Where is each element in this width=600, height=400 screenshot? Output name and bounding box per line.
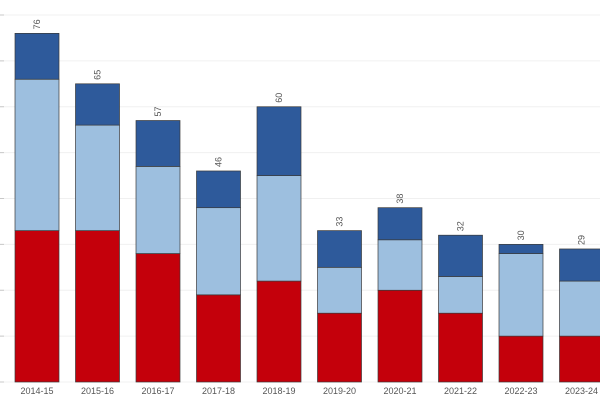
total-label: 46 (214, 157, 224, 167)
x-tick-label: 2022-23 (504, 386, 537, 396)
bar-segment-1 (498, 335, 544, 383)
bar-stack-2021-22 (438, 234, 483, 383)
total-label: 57 (153, 106, 163, 116)
bars (14, 32, 600, 383)
bar-stack-2023-24 (559, 248, 600, 383)
bar-segment-2 (498, 253, 544, 337)
total-label: 65 (93, 70, 103, 80)
bar-stack-2015-16 (75, 83, 120, 383)
x-tick-label: 2015-16 (81, 386, 114, 396)
bar-segment-3 (559, 248, 600, 282)
bar-segment-2 (438, 276, 483, 314)
bar-stack-2017-18 (196, 170, 241, 383)
bar-segment-2 (135, 166, 181, 254)
total-label: 60 (274, 93, 284, 103)
bar-segment-3 (438, 234, 483, 277)
x-tick-label: 2016-17 (141, 386, 174, 396)
bar-stack-2016-17 (135, 120, 181, 383)
total-label: 30 (516, 230, 526, 240)
bar-stack-2020-21 (377, 207, 423, 383)
bar-segment-1 (377, 289, 423, 383)
bar-segment-3 (256, 106, 302, 176)
total-label: 38 (395, 194, 405, 204)
bar-segment-1 (559, 335, 600, 383)
bar-segment-1 (317, 312, 362, 383)
bar-segment-1 (196, 294, 241, 383)
x-tick-label: 2018-19 (262, 386, 295, 396)
x-tick-label: 2023-24 (565, 386, 598, 396)
bar-segment-2 (559, 280, 600, 337)
x-tick-label: 2021-22 (444, 386, 477, 396)
x-tick-label: 2014-15 (20, 386, 53, 396)
total-label: 33 (335, 217, 345, 227)
bar-segment-1 (14, 230, 60, 383)
bar-segment-3 (498, 244, 544, 254)
bar-segment-3 (377, 207, 423, 241)
x-tick-label: 2019-20 (323, 386, 356, 396)
bar-segment-1 (256, 280, 302, 383)
bar-segment-3 (196, 170, 241, 209)
bar-segment-2 (317, 266, 362, 314)
bar-segment-1 (135, 253, 181, 383)
bar-stack-2019-20 (317, 230, 362, 383)
bar-stack-2022-23 (498, 244, 544, 383)
bar-stack-2014-15 (14, 32, 60, 383)
total-label: 29 (577, 235, 587, 245)
total-label: 76 (32, 19, 42, 29)
bar-stack-2018-19 (256, 106, 302, 383)
total-label: 32 (456, 221, 466, 231)
total-labels: 76 65 57 46 60 33 38 32 30 29 (32, 19, 587, 245)
bar-segment-2 (196, 207, 241, 296)
bar-segment-2 (75, 124, 120, 231)
x-axis: 2014-15 2015-16 2016-17 2017-18 2018-19 2019-… (20, 386, 598, 396)
bar-segment-2 (14, 78, 60, 231)
bar-segment-3 (14, 32, 60, 80)
bar-segment-2 (256, 175, 302, 282)
bar-segment-1 (438, 312, 483, 383)
x-tick-label: 2020-21 (383, 386, 416, 396)
bar-segment-2 (377, 239, 423, 291)
bar-segment-3 (75, 83, 120, 126)
bar-segment-3 (135, 120, 181, 167)
bar-segment-3 (317, 230, 362, 268)
bar-segment-1 (75, 230, 120, 383)
x-tick-label: 2017-18 (202, 386, 235, 396)
